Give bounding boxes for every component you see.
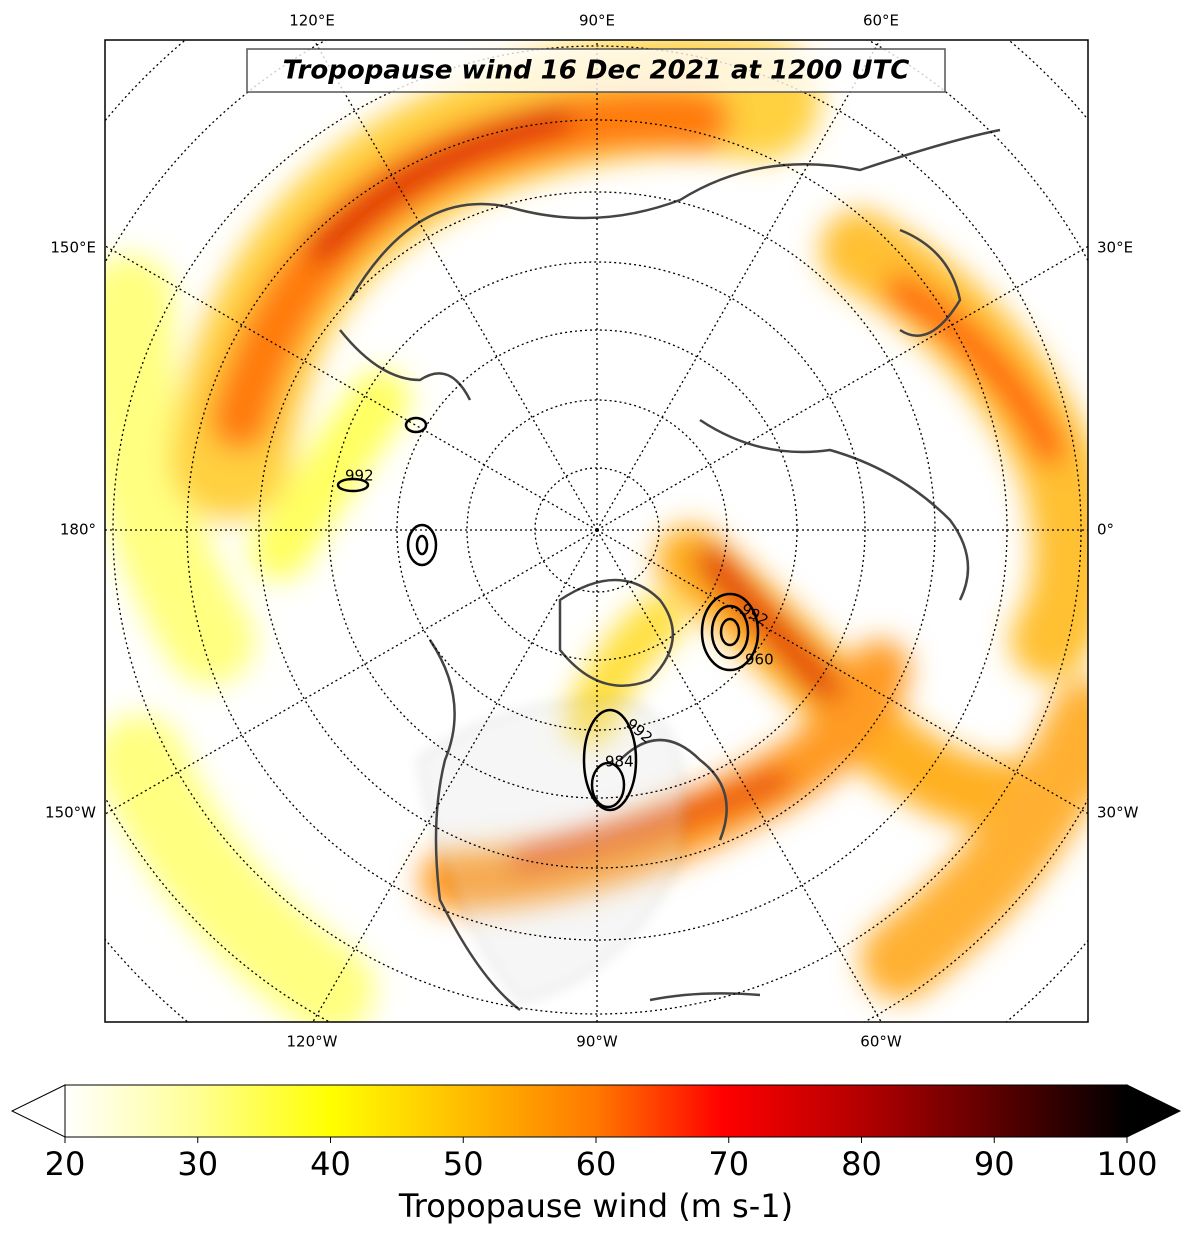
lon-label: 30°E — [1097, 239, 1133, 257]
lon-label: 30°W — [1097, 804, 1139, 822]
colorbar: Tropopause wind (m s-1) 20 30 40 50 60 70 80 90… — [10, 1084, 1182, 1225]
colorbar-tick-label: 40 — [310, 1145, 351, 1183]
pressure-contours — [336, 416, 760, 812]
contour-label: 992 — [345, 467, 374, 485]
colorbar-tick-label: 20 — [45, 1145, 86, 1183]
colorbar-tick-label: 90 — [974, 1145, 1015, 1183]
contour-label: 984 — [605, 753, 634, 771]
colorbar-tick-label: 100 — [1096, 1145, 1157, 1183]
colorbar-tick-label: 60 — [576, 1145, 617, 1183]
lon-label: 150°W — [45, 804, 96, 822]
colorbar-tick-label: 80 — [841, 1145, 882, 1183]
lon-label: 90°E — [579, 12, 615, 30]
lon-label: 120°W — [287, 1033, 338, 1051]
colorbar-extend-high — [1126, 1084, 1182, 1138]
lon-label: 150°E — [50, 239, 96, 257]
colorbar-tick-label: 50 — [443, 1145, 484, 1183]
lon-label: 120°E — [289, 12, 335, 30]
map-frame — [104, 39, 1089, 1023]
colorbar-tick-label: 70 — [708, 1145, 749, 1183]
lon-label: 0° — [1097, 521, 1114, 539]
lon-label: 90°W — [576, 1033, 618, 1051]
title: Tropopause wind 16 Dec 2021 at 1200 UTC — [283, 56, 910, 86]
colorbar-fill — [65, 1085, 1127, 1137]
colorbar-tick-label: 30 — [177, 1145, 218, 1183]
colorbar-extend-low — [10, 1084, 66, 1138]
colorbar-label: Tropopause wind (m s-1) — [398, 1187, 793, 1225]
lon-label: 60°E — [863, 12, 899, 30]
coastlines — [339, 128, 1001, 1011]
lon-label: 60°W — [860, 1033, 902, 1051]
contour-label: 960 — [745, 651, 774, 669]
title-box — [246, 48, 946, 93]
lon-label: 180° — [60, 521, 96, 539]
